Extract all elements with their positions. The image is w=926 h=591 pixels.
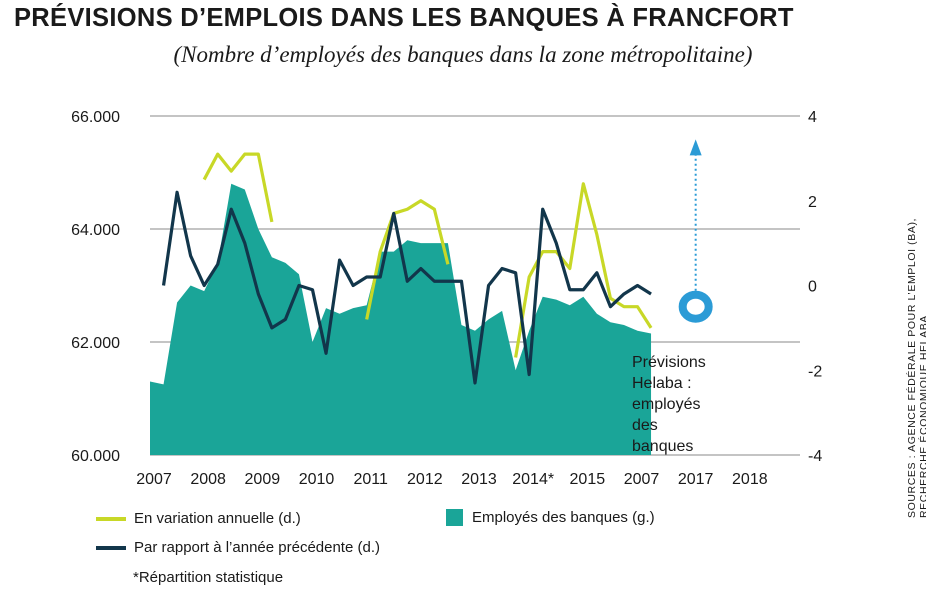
right-tick-label: -4 <box>808 448 822 465</box>
right-tick-label: 2 <box>808 194 817 211</box>
legend-previous-label: Par rapport à l’année précédente (d.) <box>134 539 380 556</box>
x-tick-label: 2010 <box>299 471 335 488</box>
forecast-arrow-head <box>689 139 702 156</box>
left-tick-label: 66.000 <box>71 109 120 126</box>
legend-employees-swatch <box>446 509 463 526</box>
employees-area-shape <box>150 183 652 456</box>
legend-employees-label: Employés des banques (g.) <box>472 509 655 526</box>
x-tick-label: 2007 <box>624 471 660 488</box>
sources-note: SOURCES : AGENCE FÉDÉRALE POUR L’EMPLOI … <box>906 218 926 518</box>
sources-line: RECHERCHE ÉCONOMIQUE HELABA <box>918 315 926 518</box>
right-tick-label: -2 <box>808 363 822 380</box>
legend-annual-swatch <box>96 516 126 521</box>
x-tick-label: 2007 <box>136 471 172 488</box>
x-tick-label: 2017 <box>678 471 714 488</box>
previous-year-line <box>161 190 652 385</box>
x-tick-label: 2012 <box>407 471 443 488</box>
forecast-note-line: Prévisions <box>632 354 706 371</box>
annual-change-line <box>202 152 274 223</box>
forecast-note-line: banques <box>632 438 694 455</box>
forecast-point <box>678 290 713 323</box>
x-tick-label: 2008 <box>190 471 226 488</box>
x-tick-label: 2013 <box>461 471 497 488</box>
x-tick-label: 2014* <box>512 471 554 488</box>
legend-employees: Employés des banques (g.) <box>446 509 655 526</box>
forecast-note-line: Helaba : <box>632 375 692 392</box>
left-tick-label: 64.000 <box>71 222 120 239</box>
employees-area <box>150 183 652 456</box>
x-tick-label: 2018 <box>732 471 768 488</box>
legend-previous-swatch <box>96 545 126 550</box>
legend-annual: En variation annuelle (d.) <box>96 510 301 527</box>
x-tick-label: 2011 <box>353 471 388 488</box>
right-tick-label: 4 <box>808 109 817 126</box>
left-tick-label: 60.000 <box>71 448 120 465</box>
legend-previous: Par rapport à l’année précédente (d.) <box>96 539 380 556</box>
annual-change-line <box>365 199 450 320</box>
forecast-note-line: employés <box>632 396 701 413</box>
x-axis-ticks: 2007 2008 2009 2010 2011 2012 2013 2014* 2015 200… <box>136 471 768 488</box>
forecast-note: Prévisions Helaba : employés des banques <box>632 352 706 457</box>
footnote: *Répartition statistique <box>133 569 284 586</box>
x-tick-label: 2009 <box>245 471 281 488</box>
chart-subtitle: (Nombre d’employés des banques dans la z… <box>173 42 753 67</box>
forecast-marker <box>678 139 713 323</box>
left-axis-ticks: 60.000 62.000 64.000 66.000 <box>71 109 120 465</box>
chart-title: PRÉVISIONS D’EMPLOIS DANS LES BANQUES À … <box>14 4 794 32</box>
right-tick-label: 0 <box>808 279 817 296</box>
x-tick-label: 2015 <box>570 471 606 488</box>
right-axis-ticks: -4 -2 0 2 4 <box>808 109 822 465</box>
left-tick-label: 62.000 <box>71 335 120 352</box>
chart-lines <box>161 152 653 385</box>
forecast-note-line: des <box>632 417 658 434</box>
sources-line: SOURCES : AGENCE FÉDÉRALE POUR L’EMPLOI … <box>906 217 918 518</box>
legend-annual-label: En variation annuelle (d.) <box>134 510 301 527</box>
